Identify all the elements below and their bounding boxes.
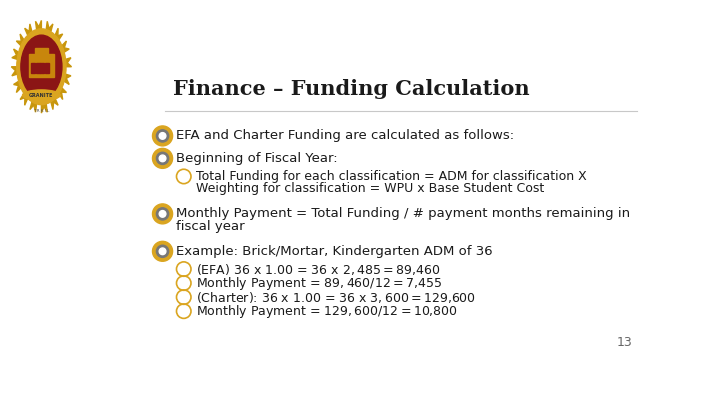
Polygon shape (14, 67, 42, 92)
Polygon shape (20, 67, 42, 105)
Ellipse shape (153, 126, 173, 146)
Ellipse shape (153, 148, 173, 168)
Ellipse shape (153, 204, 173, 224)
Bar (40, 62, 44, 73)
Ellipse shape (22, 90, 60, 100)
Polygon shape (30, 67, 42, 112)
Ellipse shape (159, 211, 166, 217)
Text: EFA and Charter Funding are calculated as follows:: EFA and Charter Funding are calculated a… (176, 130, 515, 143)
Text: Beginning of Fiscal Year:: Beginning of Fiscal Year: (176, 152, 338, 165)
Polygon shape (17, 34, 42, 67)
Text: (EFA) 36 x 1.00 = 36 x $2,485 = $89,460: (EFA) 36 x 1.00 = 36 x $2,485 = $89,460 (196, 262, 441, 277)
Polygon shape (35, 20, 42, 67)
Text: Monthly Payment = $89,460 / 12 = $7,455: Monthly Payment = $89,460 / 12 = $7,455 (196, 275, 442, 292)
Text: Monthly Payment = $129,600 / 12 = $10,800: Monthly Payment = $129,600 / 12 = $10,80… (196, 303, 458, 320)
Ellipse shape (156, 245, 168, 258)
Text: Example: Brick/Mortar, Kindergarten ADM of 36: Example: Brick/Mortar, Kindergarten ADM … (176, 245, 493, 258)
Polygon shape (42, 21, 53, 67)
Circle shape (17, 29, 66, 104)
Ellipse shape (159, 132, 166, 139)
Ellipse shape (153, 241, 173, 261)
Text: T R K I L: T R K I L (33, 109, 50, 113)
Ellipse shape (159, 248, 166, 255)
Polygon shape (41, 67, 48, 113)
Polygon shape (24, 24, 42, 67)
Polygon shape (42, 41, 69, 67)
Text: Total Funding for each classification = ADM for classification X: Total Funding for each classification = … (196, 170, 587, 183)
Polygon shape (12, 67, 42, 76)
Bar (36, 62, 40, 73)
Ellipse shape (156, 130, 168, 142)
Polygon shape (42, 67, 66, 100)
Bar (29, 54, 54, 77)
Polygon shape (42, 67, 58, 109)
Polygon shape (42, 28, 63, 67)
Polygon shape (12, 49, 42, 67)
Text: Weighting for classification = WPU x Base Student Cost: Weighting for classification = WPU x Bas… (196, 182, 544, 196)
Text: GRANITE: GRANITE (30, 93, 53, 98)
Polygon shape (42, 67, 71, 85)
Text: fiscal year: fiscal year (176, 220, 245, 233)
Ellipse shape (156, 208, 168, 220)
Bar (32, 62, 35, 73)
Ellipse shape (159, 155, 166, 162)
Bar (35, 48, 48, 58)
Text: 13: 13 (616, 336, 632, 349)
Circle shape (21, 35, 62, 98)
Text: Finance – Funding Calculation: Finance – Funding Calculation (173, 79, 529, 99)
Text: (Charter): 36 x 1.00 = 36 x $3,600 = $129,600: (Charter): 36 x 1.00 = 36 x $3,600 = $12… (196, 290, 476, 305)
Text: Monthly Payment = Total Funding / # payment months remaining in: Monthly Payment = Total Funding / # paym… (176, 207, 631, 220)
Bar (45, 62, 48, 73)
Polygon shape (42, 58, 71, 67)
Ellipse shape (156, 152, 168, 164)
